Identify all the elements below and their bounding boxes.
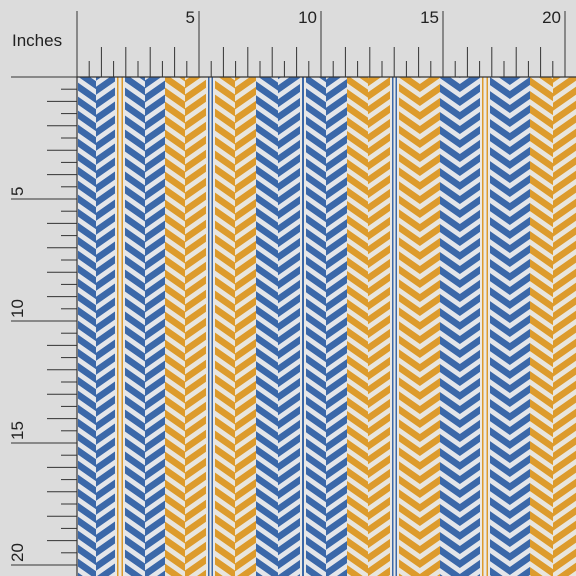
chevron-half [420,77,440,576]
chevron-half [510,77,530,576]
chevron-half [145,77,165,576]
chevron-half [215,77,235,576]
chevron-half [530,77,553,576]
ruler-number: 5 [8,187,27,196]
ruler-number: 20 [542,8,561,27]
chevron-half [347,77,368,576]
chevron-half [165,77,185,576]
stripe-line [486,77,488,576]
stripe-line [117,77,119,576]
stripe-line [392,77,394,576]
chevron-half [460,77,480,576]
stripe [206,77,215,576]
unit-label: Inches [12,31,62,50]
stripe-line [208,77,210,576]
chevron-half [440,77,460,576]
stripe-line [211,77,213,576]
stripe-line [121,77,123,576]
chevron-half [96,77,115,576]
stripe-line [482,77,484,576]
chevron-half [399,77,420,576]
ruler-number: 20 [8,543,27,562]
chevron-half [125,77,145,576]
chevron-half [278,77,300,576]
ruler-number: 10 [8,299,27,318]
stripe [115,77,125,576]
stripe [390,77,399,576]
chevron-half [256,77,278,576]
fabric-shade [77,77,576,576]
ruler-number: 15 [420,8,439,27]
chevron-half [326,77,347,576]
fabric [77,77,576,576]
stripe [480,77,490,576]
chevron-half [490,77,510,576]
chevron-half [78,77,96,576]
chevron-half [185,77,206,576]
chevron-half [306,77,326,576]
ruler-number: 10 [298,8,317,27]
ruler-number: 15 [8,421,27,440]
ruler-number: 5 [186,8,195,27]
stripe-line [302,77,304,576]
chevron-half [235,77,256,576]
stripe-line [395,77,397,576]
chevron-half [368,77,390,576]
rulers: 5 10 15 20 5 10 15 20 [8,8,576,576]
chevron-half [553,77,576,576]
